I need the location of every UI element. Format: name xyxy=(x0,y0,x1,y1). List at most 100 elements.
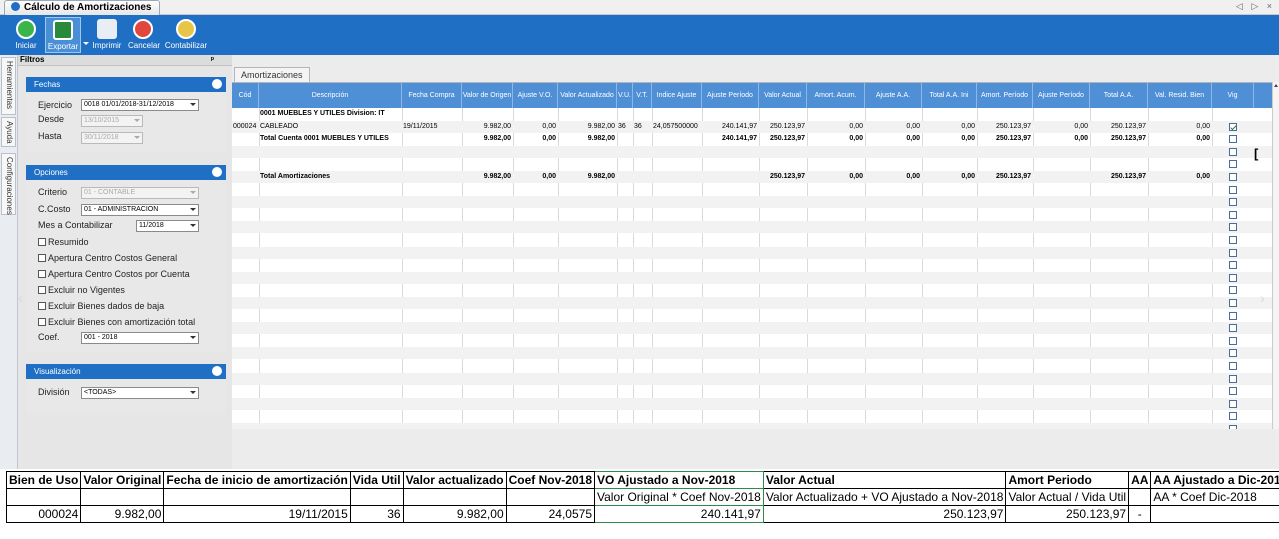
tab-herramientas[interactable]: Herramientas xyxy=(1,57,16,115)
column-header[interactable]: Valor Actual xyxy=(759,83,807,108)
ejercicio-select[interactable]: 0018 01/01/2018-31/12/2018 xyxy=(81,99,199,111)
table-row[interactable] xyxy=(232,284,1272,296)
column-header[interactable]: Descripción xyxy=(259,83,402,108)
amortizaciones-grid[interactable]: Cód Descripción Fecha Compra Valor de Orige… xyxy=(232,82,1272,429)
vig-checkbox[interactable] xyxy=(1229,147,1237,156)
criterio-select[interactable]: 01 - CONTABLE xyxy=(81,187,199,199)
visualizacion-header[interactable]: Visualización xyxy=(26,364,226,379)
table-row[interactable]: 0001 MUEBLES Y UTILES Division: IT xyxy=(232,108,1272,120)
column-header[interactable]: Val. Resid. Bien xyxy=(1148,83,1212,108)
table-row[interactable] xyxy=(232,234,1272,246)
column-header[interactable]: V.T. xyxy=(633,83,652,108)
table-row[interactable] xyxy=(232,423,1272,429)
excluir-no-vigentes-checkbox[interactable]: Excluir no Vigentes xyxy=(38,285,125,295)
column-header[interactable]: Amort. Período xyxy=(977,83,1033,108)
column-header[interactable]: Ajuste A.A. xyxy=(865,83,922,108)
table-row[interactable] xyxy=(232,322,1272,335)
vertical-scrollbar[interactable] xyxy=(1272,82,1279,429)
desde-date-field[interactable]: 13/10/2015 xyxy=(81,115,143,127)
vig-checkbox[interactable] xyxy=(1229,135,1237,144)
vig-checkbox[interactable] xyxy=(1229,198,1237,207)
table-row[interactable] xyxy=(232,259,1272,271)
table-row[interactable] xyxy=(232,209,1272,221)
contabilizar-button[interactable]: Contabilizar xyxy=(164,17,208,53)
vig-checkbox[interactable] xyxy=(1229,160,1237,169)
vig-checkbox[interactable] xyxy=(1229,299,1237,307)
table-row[interactable] xyxy=(232,246,1272,259)
tab-configuraciones[interactable]: Configuraciones xyxy=(1,153,16,215)
column-header[interactable]: V.U. xyxy=(617,83,633,108)
collapse-icon[interactable] xyxy=(212,79,222,89)
opciones-header[interactable]: Opciones xyxy=(26,165,226,180)
division-select[interactable]: <TODAS> xyxy=(81,387,199,399)
tab-amortizaciones[interactable]: Amortizaciones xyxy=(234,67,310,82)
vig-checkbox[interactable] xyxy=(1229,362,1237,370)
vig-checkbox[interactable] xyxy=(1229,122,1237,131)
column-header[interactable]: Ajuste Período xyxy=(702,83,759,108)
vig-checkbox[interactable] xyxy=(1229,311,1237,320)
collapse-icon[interactable] xyxy=(212,167,222,177)
vig-checkbox[interactable] xyxy=(1229,374,1237,383)
vig-checkbox[interactable] xyxy=(1229,185,1237,194)
column-header[interactable]: Total A.A. xyxy=(1090,83,1148,108)
table-row[interactable] xyxy=(232,310,1272,322)
vig-checkbox[interactable] xyxy=(1229,173,1237,181)
table-row[interactable] xyxy=(232,410,1272,422)
table-row[interactable] xyxy=(232,385,1272,397)
hasta-date-field[interactable]: 30/11/2018 xyxy=(81,132,143,144)
excluir-amort-total-checkbox[interactable]: Excluir Bienes con amortización total xyxy=(38,317,195,327)
excluir-dados-baja-checkbox[interactable]: Excluir Bienes dados de baja xyxy=(38,301,164,311)
column-header[interactable]: Valor Actualizado xyxy=(558,83,617,108)
vig-checkbox[interactable] xyxy=(1229,349,1237,358)
document-tab[interactable]: Cálculo de Amortizaciones xyxy=(4,0,161,15)
table-row[interactable] xyxy=(232,360,1272,372)
exportar-dropdown-arrow[interactable] xyxy=(83,42,89,45)
tab-ayuda[interactable]: Ayuda xyxy=(1,117,16,147)
iniciar-button[interactable]: Iniciar xyxy=(12,17,40,53)
coef-select[interactable]: 001 - 2018 xyxy=(81,332,199,344)
column-header[interactable]: Valor de Origen xyxy=(462,83,513,108)
resumido-checkbox[interactable]: Resumido xyxy=(38,237,89,247)
vig-checkbox[interactable] xyxy=(1229,286,1237,295)
mes-contabilizar-select[interactable]: 11/2018 xyxy=(136,220,199,232)
imprimir-button[interactable]: Imprimir xyxy=(92,17,122,53)
vig-checkbox[interactable] xyxy=(1229,324,1237,333)
cancelar-button[interactable]: Cancelar xyxy=(128,17,160,53)
table-row[interactable] xyxy=(232,184,1272,196)
chevron-left-icon[interactable]: ‹ xyxy=(18,290,23,306)
vig-checkbox[interactable] xyxy=(1229,261,1237,270)
apertura-cc-general-checkbox[interactable]: Apertura Centro Costos General xyxy=(38,253,177,263)
column-header[interactable]: Indice Ajuste xyxy=(652,83,702,108)
chevron-right-icon[interactable]: › xyxy=(1260,290,1265,306)
vig-checkbox[interactable] xyxy=(1229,412,1237,421)
fechas-header[interactable]: Fechas xyxy=(26,77,226,92)
vig-checkbox[interactable] xyxy=(1229,223,1237,232)
table-row[interactable] xyxy=(232,158,1272,170)
table-row[interactable] xyxy=(232,347,1272,360)
table-row[interactable] xyxy=(232,271,1272,284)
vig-checkbox[interactable] xyxy=(1229,273,1237,282)
table-row[interactable]: 000024 CABLEADO 19/11/2015 9.982,00 0,00 9.98… xyxy=(232,120,1272,133)
column-header[interactable]: Ajuste V.O. xyxy=(513,83,558,108)
column-header[interactable]: Cód xyxy=(232,83,259,108)
pin-icon[interactable]: ᵖ xyxy=(210,55,214,64)
vig-checkbox[interactable] xyxy=(1229,248,1237,257)
vig-checkbox[interactable] xyxy=(1229,210,1237,219)
vig-checkbox[interactable] xyxy=(1229,387,1237,396)
column-header[interactable]: Total A.A. Ini xyxy=(922,83,977,108)
table-row[interactable] xyxy=(232,372,1272,385)
exportar-button[interactable]: Exportar xyxy=(45,17,81,53)
column-header[interactable]: Fecha Compra xyxy=(402,83,462,108)
table-row[interactable] xyxy=(232,397,1272,410)
column-header[interactable]: Amort. Acum. xyxy=(807,83,865,108)
vig-checkbox[interactable] xyxy=(1229,399,1237,408)
table-row[interactable] xyxy=(232,196,1272,209)
apertura-cc-cuenta-checkbox[interactable]: Apertura Centro Costos por Cuenta xyxy=(38,269,190,279)
ccosto-select[interactable]: 01 - ADMINISTRACION xyxy=(81,204,199,216)
tab-navigation-icons[interactable]: ◁ ▷ × xyxy=(1235,1,1275,11)
vig-checkbox[interactable] xyxy=(1229,336,1237,345)
table-row[interactable]: Total Cuenta 0001 MUEBLES Y UTILES 9.982,… xyxy=(232,133,1272,145)
vig-checkbox[interactable] xyxy=(1229,236,1237,244)
table-row[interactable]: Total Amortizaciones 9.982,00 0,00 9.982,00… xyxy=(232,171,1272,183)
column-header[interactable]: Ajuste Período xyxy=(1033,83,1090,108)
